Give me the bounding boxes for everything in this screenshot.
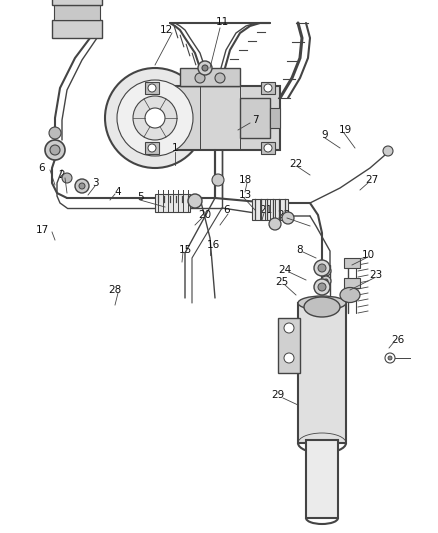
Bar [261, 142, 275, 154]
Text: 3: 3 [92, 178, 98, 188]
Text: 17: 17 [35, 225, 49, 235]
Circle shape [148, 144, 156, 152]
Circle shape [133, 96, 177, 140]
Circle shape [212, 174, 224, 186]
Text: 6: 6 [39, 163, 45, 173]
Text: 1: 1 [172, 143, 178, 153]
Bar [298, 303, 346, 443]
Circle shape [50, 145, 60, 155]
Circle shape [324, 279, 328, 283]
Circle shape [388, 356, 392, 360]
Text: 5: 5 [137, 192, 143, 202]
Circle shape [62, 173, 72, 183]
Text: 20: 20 [198, 210, 212, 220]
Circle shape [269, 218, 281, 230]
Text: 28: 28 [108, 285, 122, 295]
Text: 8: 8 [297, 245, 303, 255]
Ellipse shape [298, 296, 346, 310]
Text: 25: 25 [276, 277, 289, 287]
Text: 15: 15 [178, 245, 192, 255]
Text: 29: 29 [272, 390, 285, 400]
Bar [54, 5, 100, 20]
Bar [278, 318, 300, 373]
Circle shape [75, 179, 89, 193]
Text: 7: 7 [252, 115, 258, 125]
Circle shape [324, 269, 328, 273]
Circle shape [195, 73, 205, 83]
Bar [52, 20, 102, 38]
Text: 6: 6 [224, 205, 230, 215]
Ellipse shape [304, 297, 340, 317]
Circle shape [321, 266, 331, 276]
Circle shape [117, 80, 193, 156]
Bar [306, 440, 338, 518]
Circle shape [79, 183, 85, 189]
Bar [180, 68, 240, 86]
Bar [261, 82, 275, 94]
Circle shape [318, 283, 326, 291]
Circle shape [105, 68, 205, 168]
Circle shape [282, 212, 294, 224]
Circle shape [264, 144, 272, 152]
Circle shape [383, 146, 393, 156]
Bar [145, 82, 159, 94]
Text: 24: 24 [279, 265, 292, 275]
Text: 4: 4 [115, 187, 121, 197]
Circle shape [314, 279, 330, 295]
Circle shape [321, 276, 331, 286]
Text: 12: 12 [159, 25, 173, 35]
Circle shape [202, 65, 208, 71]
Circle shape [45, 140, 65, 160]
Text: 22: 22 [290, 159, 303, 169]
Circle shape [49, 127, 61, 139]
Text: 2: 2 [59, 170, 65, 180]
Bar [344, 278, 360, 288]
Text: 16: 16 [206, 240, 219, 250]
Text: 11: 11 [215, 17, 229, 27]
Text: 9: 9 [321, 130, 328, 140]
Circle shape [385, 353, 395, 363]
Text: 13: 13 [238, 190, 251, 200]
Bar [150, 86, 280, 150]
Circle shape [314, 260, 330, 276]
Circle shape [284, 353, 294, 363]
Text: 26: 26 [392, 335, 405, 345]
Text: 19: 19 [339, 125, 352, 135]
Circle shape [148, 84, 156, 92]
Circle shape [215, 73, 225, 83]
Text: 22: 22 [277, 210, 291, 220]
Text: 10: 10 [361, 250, 374, 260]
Bar [145, 142, 159, 154]
Bar [252, 199, 288, 220]
Bar [270, 108, 280, 128]
Bar [240, 98, 270, 138]
Circle shape [264, 84, 272, 92]
Text: 21: 21 [259, 205, 272, 215]
Circle shape [188, 194, 202, 208]
Text: 23: 23 [369, 270, 383, 280]
Circle shape [145, 108, 165, 128]
Bar [52, 0, 102, 5]
Text: 18: 18 [238, 175, 251, 185]
Bar [155, 194, 190, 212]
Circle shape [198, 61, 212, 75]
Text: 27: 27 [365, 175, 378, 185]
Ellipse shape [340, 287, 360, 303]
Bar [344, 258, 360, 268]
Circle shape [284, 323, 294, 333]
Circle shape [318, 264, 326, 272]
